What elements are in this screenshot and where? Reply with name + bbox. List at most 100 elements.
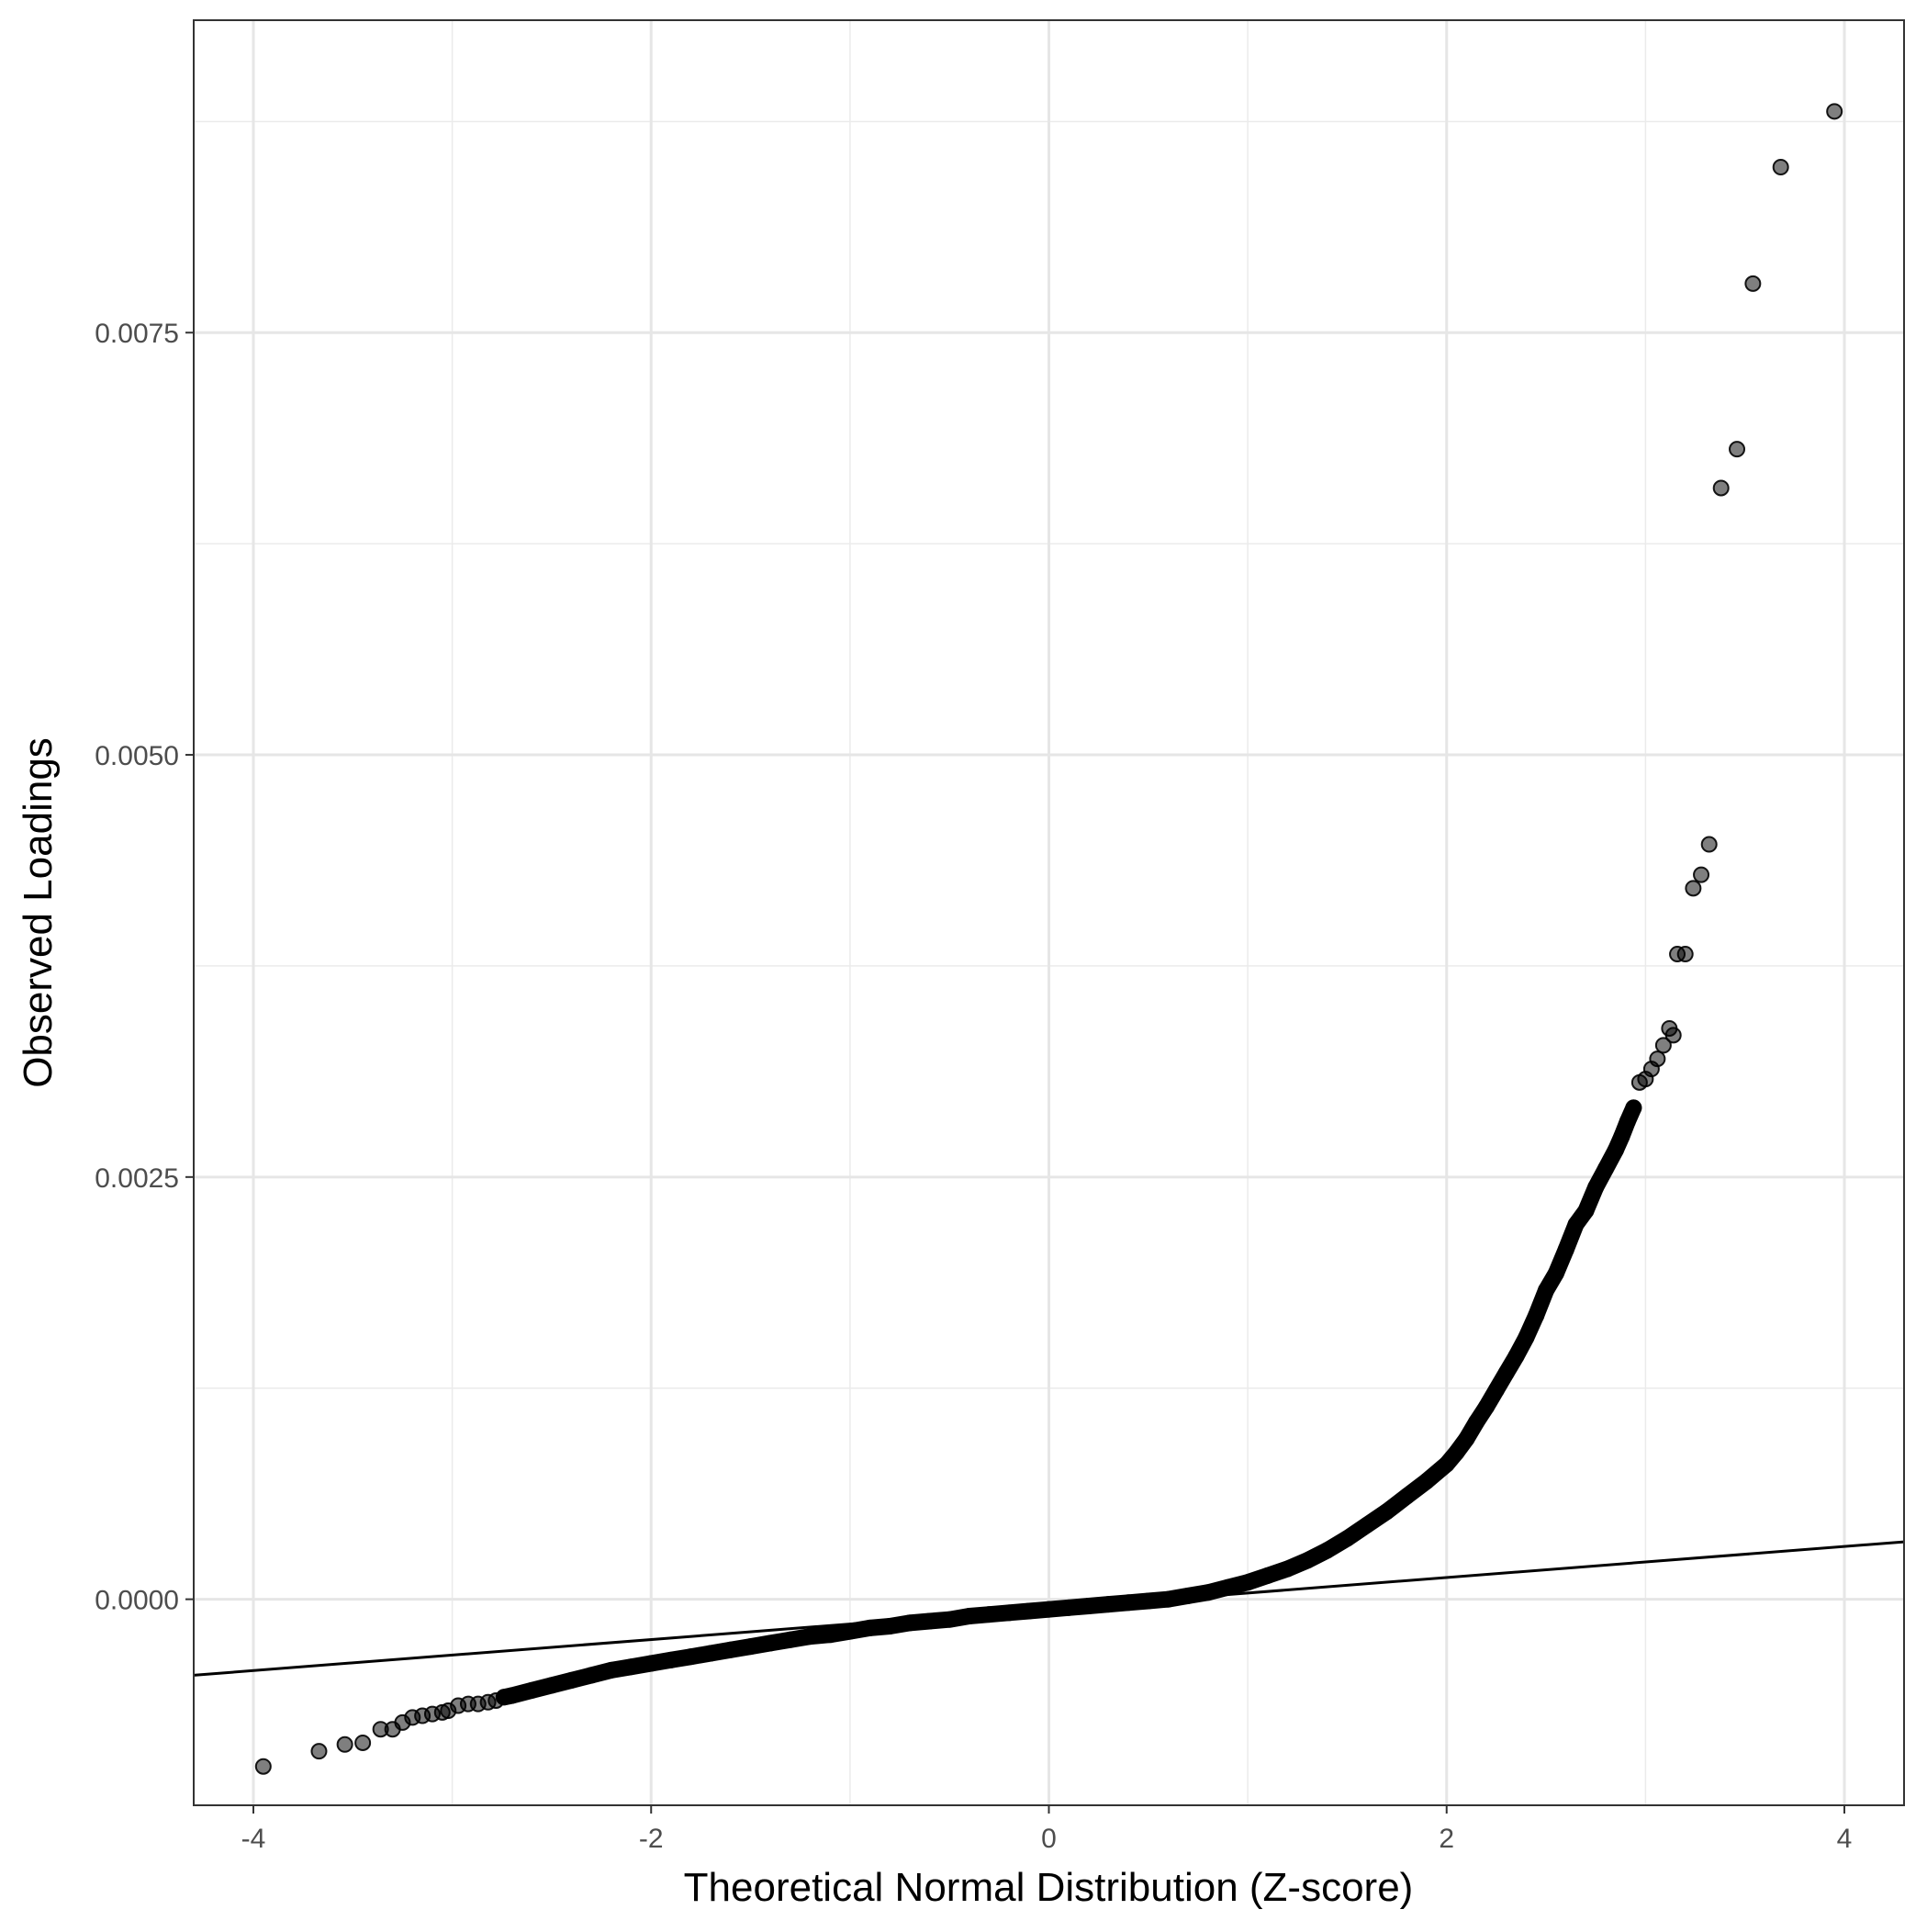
data-point — [1040, 1601, 1058, 1618]
data-point — [543, 1677, 560, 1694]
data-point — [1518, 1329, 1535, 1346]
data-point — [1001, 1604, 1018, 1622]
data-point — [1619, 1113, 1636, 1130]
x-axis-title: Theoretical Normal Distribution (Z-score… — [684, 1865, 1414, 1910]
points-layer — [254, 103, 1843, 1775]
data-point — [1438, 1455, 1455, 1473]
data-point — [1607, 1141, 1624, 1159]
grid — [194, 20, 1904, 1805]
data-point — [881, 1618, 899, 1635]
data-point — [1547, 1264, 1564, 1282]
data-point — [354, 1734, 372, 1751]
data-point — [643, 1655, 660, 1672]
data-point — [1567, 1216, 1585, 1233]
data-point — [1219, 1578, 1237, 1596]
data-point — [1418, 1472, 1436, 1489]
data-point — [310, 1743, 328, 1760]
data-point — [1538, 1282, 1555, 1299]
data-point — [722, 1641, 739, 1658]
data-point — [1587, 1178, 1605, 1196]
y-tick-label: 0.0050 — [95, 741, 179, 771]
data-point — [1458, 1430, 1475, 1447]
data-point — [1339, 1530, 1356, 1547]
data-point — [1577, 1202, 1595, 1219]
y-axis: 0.0000 0.0025 0.0050 0.0075 — [95, 319, 194, 1616]
data-point — [1239, 1574, 1257, 1591]
data-point — [1528, 1307, 1545, 1324]
data-point — [1729, 441, 1746, 458]
y-tick-label: 0.0000 — [95, 1586, 179, 1616]
data-point — [1507, 1347, 1525, 1365]
data-point — [1487, 1381, 1505, 1398]
x-tick-label: -2 — [639, 1824, 664, 1854]
data-point — [762, 1634, 779, 1652]
data-point — [1259, 1567, 1276, 1584]
data-point — [1299, 1552, 1316, 1569]
data-point — [1398, 1488, 1416, 1505]
data-point — [1685, 880, 1702, 897]
data-point — [1359, 1516, 1376, 1533]
data-point — [1318, 1542, 1336, 1559]
data-point — [1199, 1584, 1216, 1601]
data-point — [941, 1611, 958, 1628]
y-axis-title: Observed Loadings — [16, 737, 61, 1088]
data-point — [1557, 1241, 1574, 1258]
data-point — [503, 1687, 521, 1704]
data-point — [563, 1671, 580, 1689]
data-point — [1497, 1365, 1515, 1382]
data-point — [1712, 479, 1730, 497]
data-point — [861, 1619, 879, 1636]
data-point — [980, 1606, 998, 1623]
data-point — [960, 1608, 978, 1625]
data-point — [1139, 1592, 1157, 1610]
data-point — [841, 1623, 858, 1640]
data-point — [1664, 1027, 1682, 1044]
data-point — [1676, 946, 1694, 963]
data-point — [702, 1645, 720, 1662]
data-point — [822, 1626, 839, 1644]
y-tick-label: 0.0025 — [95, 1163, 179, 1194]
data-point — [662, 1651, 679, 1668]
data-point — [901, 1614, 918, 1632]
data-point — [1597, 1160, 1615, 1177]
data-point — [1654, 1037, 1672, 1054]
data-point — [781, 1631, 799, 1648]
data-point — [1448, 1443, 1465, 1461]
data-point — [1826, 103, 1843, 120]
data-point — [602, 1661, 620, 1679]
x-tick-label: 4 — [1837, 1824, 1853, 1854]
data-point — [523, 1681, 541, 1699]
data-point — [1693, 866, 1710, 883]
data-point — [1160, 1590, 1177, 1608]
data-point — [921, 1612, 938, 1630]
data-point — [1744, 275, 1762, 292]
x-tick-label: 2 — [1439, 1824, 1454, 1854]
data-point — [336, 1735, 353, 1753]
data-point — [1378, 1502, 1395, 1520]
data-point — [1468, 1413, 1485, 1431]
data-point — [1279, 1560, 1296, 1578]
data-point — [1180, 1587, 1197, 1604]
data-point — [801, 1628, 819, 1646]
x-axis: -4 -2 0 2 4 — [241, 1805, 1853, 1854]
data-point — [1080, 1597, 1097, 1614]
data-point — [622, 1658, 640, 1676]
data-point — [1613, 1128, 1630, 1145]
y-tick-label: 0.0075 — [95, 319, 179, 349]
data-point — [742, 1638, 759, 1656]
x-tick-label: 0 — [1041, 1824, 1057, 1854]
data-point — [1649, 1050, 1666, 1068]
data-point — [1625, 1099, 1642, 1117]
data-point — [254, 1758, 272, 1775]
data-point — [1020, 1602, 1037, 1620]
data-point — [682, 1648, 700, 1666]
data-point — [1100, 1596, 1117, 1613]
data-point — [1772, 159, 1789, 176]
x-tick-label: -4 — [241, 1824, 266, 1854]
data-point — [1478, 1398, 1496, 1415]
data-point — [583, 1667, 600, 1684]
data-point — [1700, 836, 1718, 853]
